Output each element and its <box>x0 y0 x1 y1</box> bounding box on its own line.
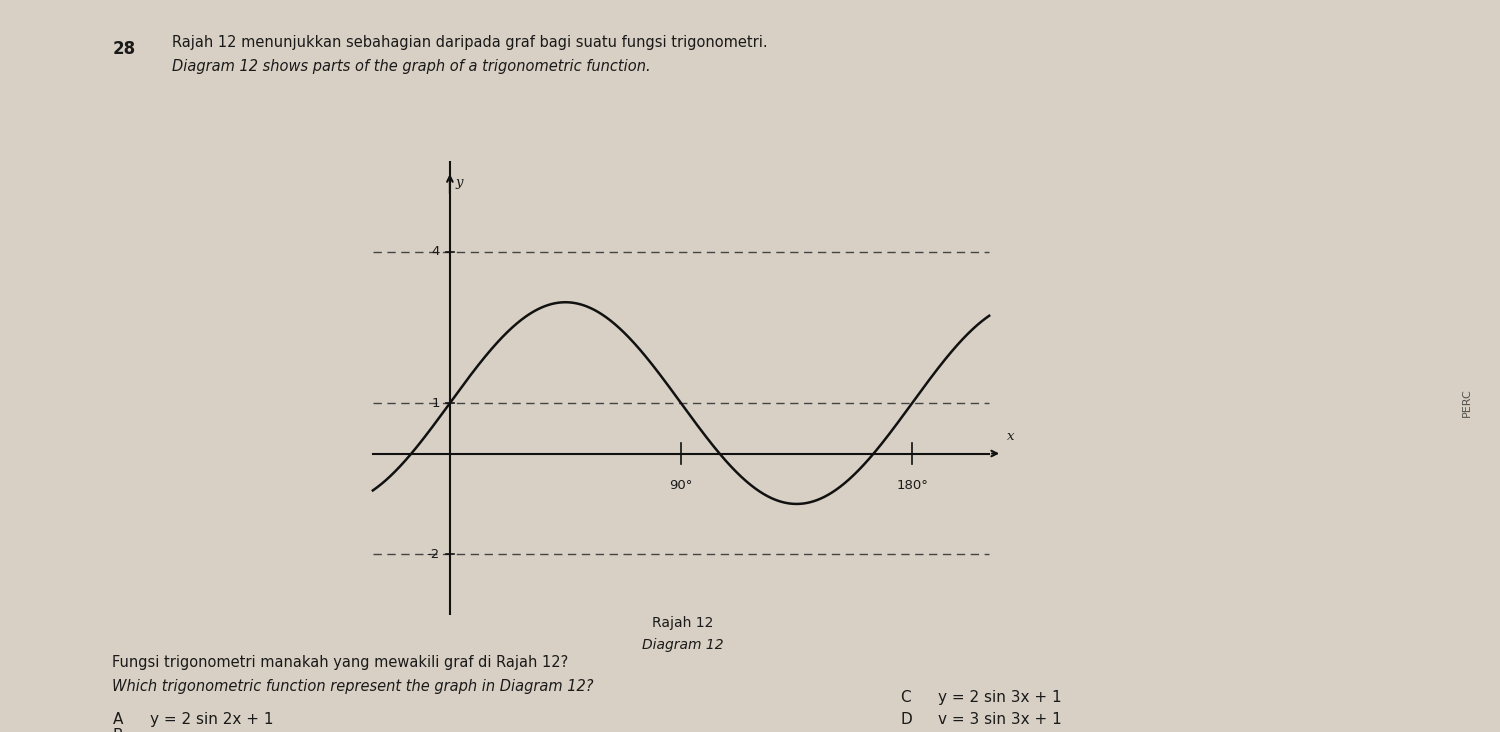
Text: v = 3 sin 3x + 1: v = 3 sin 3x + 1 <box>938 712 1062 726</box>
Text: Which trigonometric function represent the graph in Diagram 12?: Which trigonometric function represent t… <box>112 679 594 693</box>
Text: 1: 1 <box>430 397 439 410</box>
Text: Diagram 12: Diagram 12 <box>642 638 723 652</box>
Text: C: C <box>900 690 910 704</box>
Text: x: x <box>1007 430 1014 444</box>
Text: 4: 4 <box>430 245 439 258</box>
Text: Rajah 12 menunjukkan sebahagian daripada graf bagi suatu fungsi trigonometri.: Rajah 12 menunjukkan sebahagian daripada… <box>172 35 768 50</box>
Text: PERC: PERC <box>1462 388 1472 417</box>
Text: B: B <box>112 728 123 732</box>
Text: A: A <box>112 712 123 726</box>
Text: y = 2 sin 2x + 1: y = 2 sin 2x + 1 <box>150 712 273 726</box>
Text: y: y <box>454 176 462 189</box>
Text: 28: 28 <box>112 40 135 59</box>
Text: D: D <box>900 712 912 726</box>
Text: Rajah 12: Rajah 12 <box>652 616 712 630</box>
Text: Diagram 12 shows parts of the graph of a trigonometric function.: Diagram 12 shows parts of the graph of a… <box>172 59 651 73</box>
Text: -2: -2 <box>426 548 439 561</box>
Text: Fungsi trigonometri manakah yang mewakili graf di Rajah 12?: Fungsi trigonometri manakah yang mewakil… <box>112 655 568 670</box>
Text: 90°: 90° <box>669 479 693 492</box>
Text: 180°: 180° <box>896 479 928 492</box>
Text: y = 2 sin 3x + 1: y = 2 sin 3x + 1 <box>938 690 1060 704</box>
